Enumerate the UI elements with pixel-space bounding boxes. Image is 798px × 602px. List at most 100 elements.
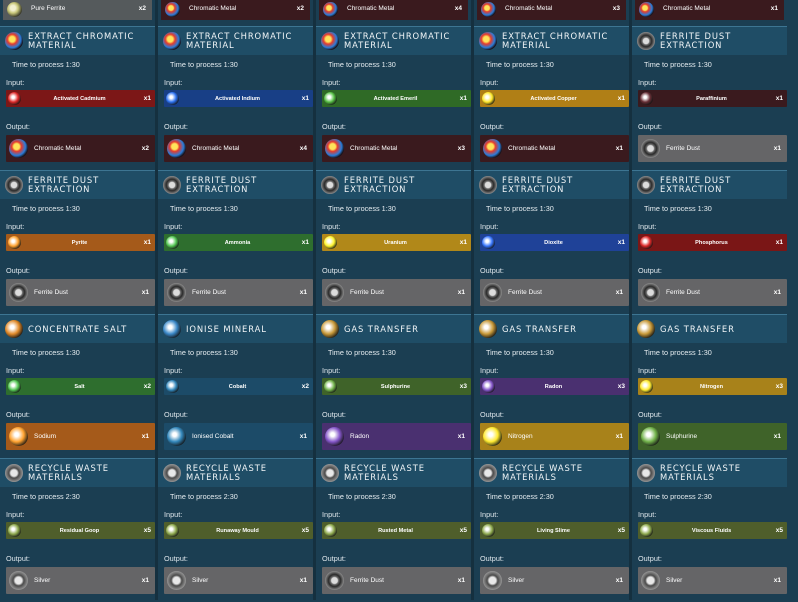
recipe-card[interactable]: Extract Chromatic Material Time to proces… [0,26,155,170]
output-label: Output: [164,122,188,131]
input-item[interactable]: Runaway Mould x5 [164,522,313,539]
uranium-icon [324,236,337,249]
output-item-quantity: x1 [770,5,778,12]
output-item[interactable]: Chromatic Metal x2 [6,135,155,162]
input-label: Input: [164,510,183,519]
input-item[interactable]: Sulphurine x3 [322,378,471,395]
output-item[interactable]: Chromatic Metal x2 [161,0,310,20]
input-item[interactable]: Ammonia x1 [164,234,313,251]
phosphorus-icon [640,236,653,249]
output-item[interactable]: Silver x1 [164,567,313,594]
output-item[interactable]: Silver x1 [638,567,787,594]
recipe-card[interactable]: Ferrite Dust Extraction Time to process 1… [474,170,629,314]
salt-icon [8,380,21,393]
process-time: Time to process 1:30 [12,348,80,357]
recipe-card[interactable]: Ferrite Dust Extraction Time to process 1… [158,170,313,314]
output-item-name: Chromatic Metal [189,5,237,12]
recipe-header: Concentrate Salt [0,314,155,343]
output-item[interactable]: Pure Ferrite x2 [3,0,152,20]
recipe-card[interactable]: Recycle Waste Materials Time to process 2… [316,458,471,602]
input-item[interactable]: Rusted Metal x5 [322,522,471,539]
output-item-quantity: x1 [457,433,465,440]
output-item[interactable]: Chromatic Metal x3 [322,135,471,162]
output-item[interactable]: Chromatic Metal x4 [319,0,468,20]
recipe-card[interactable]: Gas Transfer Time to process 1:30 Input: Ni… [632,314,787,458]
input-item[interactable]: Residual Goop x5 [6,522,155,539]
recipe-title: Recycle Waste Materials [660,463,741,482]
input-item[interactable]: Activated Indium x1 [164,90,313,107]
input-item[interactable]: Nitrogen x3 [638,378,787,395]
input-item[interactable]: Viscous Fluids x5 [638,522,787,539]
output-item[interactable]: Chromatic Metal x1 [480,135,629,162]
recipe-card[interactable]: Ferrite Dust Extraction Time to process 1… [632,26,787,170]
output-label: Output: [638,266,662,275]
input-item-name: Salt [74,383,85,390]
gas-cloud-icon [637,320,655,338]
input-item[interactable]: Dioxite x1 [480,234,629,251]
output-item[interactable]: Ferrite Dust x1 [6,279,155,306]
output-item-name: Ferrite Dust [666,289,700,296]
output-item-name: Ferrite Dust [34,289,68,296]
input-item[interactable]: Pyrite x1 [6,234,155,251]
recipe-card[interactable]: Recycle Waste Materials Time to process 2… [632,458,787,602]
output-item-name: Silver [508,577,525,584]
recipe-card[interactable]: Ferrite Dust Extraction Time to process 1… [0,170,155,314]
input-item[interactable]: Living Slime x5 [480,522,629,539]
input-item[interactable]: Phosphorus x1 [638,234,787,251]
chromatic-material-icon [321,32,339,50]
input-item[interactable]: Activated Emeril x1 [322,90,471,107]
input-item[interactable]: Salt x2 [6,378,155,395]
input-label: Input: [6,366,25,375]
chromatic-material-icon [5,32,23,50]
recipe-title: Concentrate Salt [28,323,128,334]
recipe-card[interactable]: Extract Chromatic Material Time to proces… [158,26,313,170]
ferrite-dust-icon [9,283,28,302]
recipe-card[interactable]: Gas Transfer Time to process 1:30 Input: Su… [316,314,471,458]
output-item[interactable]: Sodium x1 [6,423,155,450]
input-item[interactable]: Cobalt x2 [164,378,313,395]
output-item[interactable]: Ferrite Dust x1 [638,135,787,162]
input-item[interactable]: Paraffinium x1 [638,90,787,107]
output-item[interactable]: Chromatic Metal x4 [164,135,313,162]
output-item[interactable]: Sulphurine x1 [638,423,787,450]
output-item-quantity: x1 [299,289,307,296]
gas-cloud-icon [479,320,497,338]
output-item[interactable]: Ionised Cobalt x1 [164,423,313,450]
input-label: Input: [638,366,657,375]
output-item[interactable]: Radon x1 [322,423,471,450]
chromatic-metal-icon [481,2,496,17]
recipe-card[interactable]: Extract Chromatic Material Time to proces… [474,26,629,170]
output-item[interactable]: Chromatic Metal x3 [477,0,626,20]
recipe-header: Gas Transfer [632,314,787,343]
recipe-header: Ferrite Dust Extraction [632,170,787,199]
output-item[interactable]: Chromatic Metal x1 [635,0,784,20]
output-item[interactable]: Silver x1 [6,567,155,594]
recipe-card[interactable]: Ionise Mineral Time to process 1:30 Input:… [158,314,313,458]
recipe-card[interactable]: Recycle Waste Materials Time to process 2… [0,458,155,602]
recipe-card[interactable]: Concentrate Salt Time to process 1:30 Inpu… [0,314,155,458]
recipe-card[interactable]: Ferrite Dust Extraction Time to process 1… [632,170,787,314]
recipe-card[interactable]: Recycle Waste Materials Time to process 2… [158,458,313,602]
output-label: Output: [638,410,662,419]
output-item[interactable]: Ferrite Dust x1 [638,279,787,306]
input-label: Input: [480,222,499,231]
input-item[interactable]: Radon x3 [480,378,629,395]
activated-copper-icon [482,92,495,105]
recipe-card[interactable]: Extract Chromatic Material Time to proces… [316,26,471,170]
recipe-card[interactable]: Ferrite Dust Extraction Time to process 1… [316,170,471,314]
input-item[interactable]: Activated Copper x1 [480,90,629,107]
output-item[interactable]: Ferrite Dust x1 [164,279,313,306]
recipe-title: Gas Transfer [502,323,577,334]
input-item[interactable]: Activated Cadmium x1 [6,90,155,107]
output-item[interactable]: Nitrogen x1 [480,423,629,450]
recipe-header: Extract Chromatic Material [474,26,629,55]
output-item[interactable]: Ferrite Dust x1 [480,279,629,306]
input-item[interactable]: Uranium x1 [322,234,471,251]
output-item[interactable]: Ferrite Dust x1 [322,279,471,306]
recipe-card[interactable]: Recycle Waste Materials Time to process 2… [474,458,629,602]
output-item[interactable]: Silver x1 [480,567,629,594]
silver-icon [637,464,655,482]
recipe-card[interactable]: Gas Transfer Time to process 1:30 Input: Ra… [474,314,629,458]
output-item[interactable]: Ferrite Dust x1 [322,567,471,594]
